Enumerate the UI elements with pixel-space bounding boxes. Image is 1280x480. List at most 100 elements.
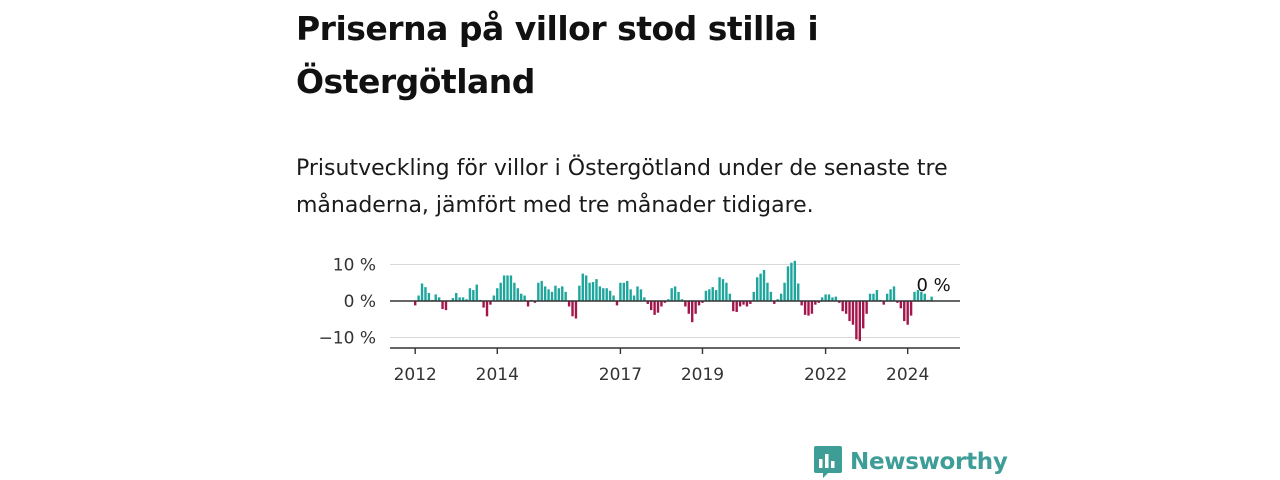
bar bbox=[619, 282, 622, 301]
bar bbox=[567, 301, 571, 307]
bar bbox=[482, 301, 485, 308]
bar bbox=[725, 282, 728, 301]
bar bbox=[643, 297, 646, 301]
bar bbox=[704, 290, 708, 301]
bar bbox=[673, 286, 677, 301]
bar bbox=[526, 301, 530, 307]
bar bbox=[862, 301, 865, 329]
bar bbox=[800, 301, 803, 306]
bar bbox=[738, 301, 742, 307]
bar bbox=[414, 301, 417, 306]
bar bbox=[735, 301, 738, 312]
bar bbox=[913, 291, 916, 302]
bar bbox=[711, 287, 714, 301]
bar bbox=[783, 282, 786, 301]
bar bbox=[427, 292, 431, 301]
bar bbox=[786, 266, 790, 301]
bar bbox=[509, 275, 513, 301]
bar bbox=[663, 301, 667, 303]
bar bbox=[903, 301, 906, 322]
bar bbox=[872, 293, 875, 301]
bar bbox=[581, 273, 584, 302]
bar bbox=[694, 301, 697, 314]
bar bbox=[632, 295, 636, 301]
bar bbox=[875, 290, 879, 301]
bar bbox=[838, 301, 841, 303]
bar bbox=[708, 289, 711, 301]
bar bbox=[550, 291, 554, 302]
bar bbox=[434, 294, 437, 301]
bar bbox=[742, 301, 745, 305]
y-tick-label: 0 % bbox=[344, 292, 376, 312]
bar bbox=[756, 277, 759, 301]
bar bbox=[417, 295, 420, 301]
bar bbox=[779, 293, 783, 301]
bar bbox=[506, 275, 509, 301]
bar bbox=[820, 297, 824, 301]
bar bbox=[718, 277, 721, 301]
bar bbox=[721, 279, 725, 301]
bar bbox=[656, 301, 660, 313]
bar bbox=[752, 291, 755, 302]
bar bbox=[458, 297, 461, 301]
bar bbox=[547, 289, 550, 301]
bar bbox=[564, 291, 567, 302]
bar bbox=[680, 299, 684, 301]
x-tick-label: 2019 bbox=[681, 365, 724, 385]
bar bbox=[444, 301, 448, 311]
bar bbox=[670, 288, 673, 302]
bar bbox=[622, 282, 626, 301]
bar bbox=[889, 289, 892, 301]
bar bbox=[728, 293, 732, 301]
bar bbox=[557, 288, 561, 302]
bar bbox=[810, 301, 814, 314]
bar bbox=[533, 301, 537, 303]
bar bbox=[790, 262, 793, 301]
bar bbox=[766, 282, 769, 301]
last-value-label: 0 % bbox=[916, 275, 950, 296]
bar bbox=[797, 283, 800, 301]
chart-title: Priserna på villor stod stilla i Östergö… bbox=[296, 9, 819, 101]
bar bbox=[841, 301, 844, 312]
bar bbox=[574, 301, 578, 319]
brand-name: Newsworthy bbox=[850, 449, 1008, 475]
bar bbox=[827, 294, 831, 301]
bar bbox=[834, 296, 838, 301]
bar bbox=[537, 282, 540, 301]
bar bbox=[612, 295, 615, 301]
bar bbox=[906, 301, 909, 325]
newsworthy-logo-icon bbox=[814, 446, 842, 478]
bar bbox=[520, 293, 523, 301]
bar bbox=[485, 301, 489, 317]
bar bbox=[629, 289, 632, 301]
bar bbox=[691, 301, 694, 323]
bar bbox=[844, 301, 848, 314]
bar bbox=[578, 285, 581, 301]
bar bbox=[561, 286, 564, 301]
bar bbox=[697, 301, 701, 306]
bar bbox=[930, 296, 933, 301]
bar bbox=[588, 282, 591, 301]
bar bbox=[923, 293, 926, 301]
bar bbox=[626, 280, 629, 301]
bar bbox=[858, 301, 861, 342]
bar bbox=[848, 301, 851, 322]
bar bbox=[773, 301, 776, 304]
bar bbox=[523, 295, 526, 301]
bar bbox=[653, 301, 656, 315]
bar bbox=[677, 291, 680, 302]
y-tick-label: −10 % bbox=[319, 329, 376, 349]
bar bbox=[455, 292, 458, 301]
bar bbox=[660, 301, 663, 307]
bar bbox=[472, 290, 475, 301]
bar bbox=[591, 282, 595, 301]
bar bbox=[605, 288, 608, 302]
bar bbox=[585, 275, 588, 301]
bar bbox=[817, 301, 820, 303]
bar bbox=[554, 285, 557, 301]
bar bbox=[475, 284, 478, 301]
bar bbox=[701, 301, 704, 303]
bar bbox=[714, 290, 718, 301]
bar bbox=[851, 301, 855, 325]
